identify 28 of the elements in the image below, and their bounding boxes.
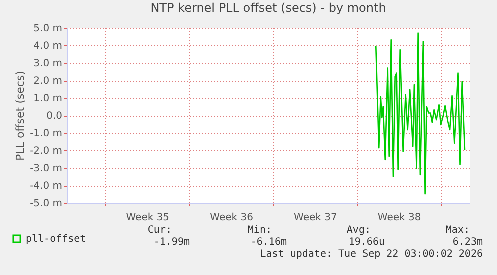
y-axis-title: PLL offset (secs) — [14, 71, 28, 161]
y-tick-label: -4.0 m — [30, 181, 62, 192]
y-tick-label: 0.0 — [46, 111, 62, 122]
text: -1.99m — [154, 237, 190, 248]
chart-title: NTP kernel PLL offset (secs) - by month — [150, 1, 386, 15]
legend-label: pll-offset — [26, 234, 86, 245]
text: 6.23m — [452, 237, 483, 248]
y-tick-label: 2.0 m — [34, 76, 62, 87]
y-tick-label: 1.0 m — [34, 94, 62, 104]
x-tick-label: Week 35 — [126, 212, 170, 224]
y-tick-label: -5.0 m — [30, 198, 62, 210]
text: Avg: — [346, 225, 371, 236]
text: Min: — [248, 225, 272, 236]
y-tick-label: -2.0 m — [30, 146, 62, 157]
y-tick-label: -1.0 m — [30, 128, 62, 140]
x-tick-label: Week 38 — [378, 212, 422, 224]
y-tick-label: 5.0 m — [34, 24, 62, 34]
text: Last update: Tue Sep 22 03:00:02 2026 — [260, 249, 483, 260]
text: Cur: — [148, 225, 172, 236]
y-tick-label: 3.0 m — [34, 58, 62, 70]
text: Max: — [446, 225, 470, 236]
text: -6.16m — [250, 237, 287, 248]
x-tick-label: Week 37 — [294, 212, 338, 224]
line-series — [375, 32, 466, 195]
x-tick-label: Week 36 — [210, 212, 254, 224]
y-tick-label: 4.0 m — [34, 41, 62, 52]
text: 19.66u — [348, 237, 385, 248]
y-tick-label: -3.0 m — [30, 164, 62, 174]
